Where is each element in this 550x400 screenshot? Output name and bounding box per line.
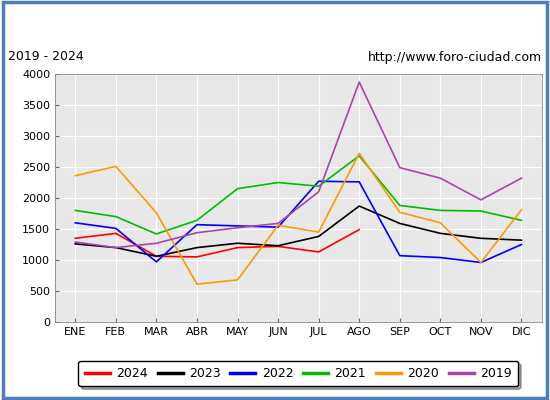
Text: Evolucion Nº Turistas Nacionales en el municipio de Berja: Evolucion Nº Turistas Nacionales en el m…	[55, 14, 495, 28]
Text: 2019 - 2024: 2019 - 2024	[8, 50, 84, 64]
Text: http://www.foro-ciudad.com: http://www.foro-ciudad.com	[367, 50, 542, 64]
Legend: 2024, 2023, 2022, 2021, 2020, 2019: 2024, 2023, 2022, 2021, 2020, 2019	[79, 361, 518, 386]
